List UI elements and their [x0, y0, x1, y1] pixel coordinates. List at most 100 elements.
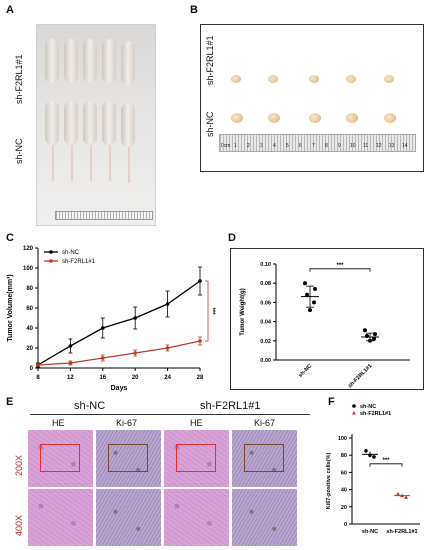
panel-b-group-bottom-label: sh-NC: [205, 111, 215, 137]
panel-b-group-top-label: sh-F2RL1#1: [205, 35, 215, 85]
ruler-tick: 10: [350, 143, 356, 149]
y-tick-label: 100: [338, 436, 347, 442]
x-tick-label: 16: [99, 375, 106, 381]
data-point: [101, 356, 105, 360]
significance-bracket: [205, 280, 209, 342]
data-point: [198, 339, 202, 343]
ruler-tick: 13: [389, 143, 395, 149]
ruler-tick: 1: [234, 143, 237, 149]
y-tick-label: 0: [344, 522, 347, 528]
panel-label-e: E: [6, 396, 14, 408]
y-tick-label: 60: [341, 470, 347, 476]
data-point: [364, 449, 368, 453]
panel-label-f: F: [328, 396, 335, 408]
tumor-volume-chart: 8 12 16 20 24 28 0 20 40 60 80 100 120 Days Tumor Volu…: [7, 246, 215, 392]
stain-label-he-2: HE: [190, 418, 203, 428]
data-point: [373, 332, 377, 337]
x-category-label: sh-NC: [298, 363, 314, 379]
tumor-weight-chart: 0.00 0.02 0.04 0.06 0.08 0.10 Tumor Weight(g) s…: [240, 262, 410, 388]
stain-label-ki67-2: Ki-67: [254, 418, 276, 428]
data-point: [133, 351, 137, 355]
y-axis-title: Tumor Weight(g): [240, 288, 246, 335]
y-tick-label: 40: [26, 326, 33, 332]
data-point: [372, 336, 376, 341]
y-tick-label: 0: [30, 366, 34, 372]
mice-photo: [36, 24, 156, 226]
ruler-tick: 3: [260, 143, 263, 149]
y-tick-label: 80: [26, 286, 33, 292]
stain-label-he-1: HE: [52, 418, 65, 428]
x-tick-label: 24: [164, 375, 171, 381]
y-tick-label: 80: [341, 453, 347, 459]
data-point: [165, 302, 170, 306]
panel-label-b: B: [190, 4, 198, 16]
panel-a-group-top-label: sh-F2RL1#1: [14, 54, 24, 104]
data-point: [68, 361, 73, 365]
data-point: [68, 344, 73, 348]
y-tick-label: 0.08: [260, 281, 271, 287]
ruler-tick: 4: [273, 143, 276, 149]
data-point: [396, 491, 400, 496]
micrograph-f2rl1-ki67-200x: [232, 430, 297, 487]
x-tick-label: 12: [67, 375, 74, 381]
y-tick-label: 100: [23, 266, 34, 272]
y-tick-label: 40: [341, 488, 347, 494]
panel-a-group-bottom-label: sh-NC: [14, 138, 24, 164]
legend-marker: [49, 250, 53, 254]
ruler-unit: 0cm: [221, 143, 231, 149]
legend-label: sh-NC: [360, 404, 376, 410]
mice-ruler: [55, 211, 153, 220]
ruler-tick: 8: [325, 143, 328, 149]
y-tick-label: 20: [341, 505, 347, 511]
ihc-group-right-label: sh-F2RL1#1: [200, 400, 261, 412]
significance-label: ***: [336, 263, 344, 269]
significance-bracket: [309, 268, 371, 272]
y-axis-title: Tumor Volume(mm³): [7, 274, 14, 341]
ruler-tick: 9: [338, 143, 341, 149]
x-tick-label: 20: [132, 375, 139, 381]
mag-label-400x: 400X: [14, 514, 24, 536]
legend-marker: [352, 411, 356, 415]
ihc-group-left-label: sh-NC: [74, 400, 106, 412]
micrograph-nc-he-400x: [28, 489, 93, 546]
data-point: [198, 279, 202, 283]
micrograph-nc-he-200x: [28, 430, 93, 487]
y-tick-label: 0.00: [260, 358, 271, 364]
data-point: [101, 326, 105, 330]
ruler-tick: 6: [299, 143, 302, 149]
panel-label-c: C: [6, 232, 14, 244]
data-point: [363, 328, 367, 333]
legend-label: sh-F2RL1#1: [360, 411, 391, 417]
tumor-weight-frame: [230, 248, 424, 390]
ruler-tick: 12: [376, 143, 382, 149]
data-point: [133, 316, 137, 320]
x-tick-label: 8: [36, 375, 40, 381]
data-point: [404, 495, 408, 499]
data-point: [313, 286, 317, 291]
micrograph-nc-ki67-200x: [96, 430, 161, 487]
series-line-1: [37, 280, 201, 366]
data-point: [308, 308, 312, 313]
tumor-ruler: 0cm 1 2 3 4 5 6 7 8 9 10 11 12 13 14: [219, 134, 416, 152]
ruler-tick: 14: [402, 143, 408, 149]
legend-label: sh-F2RL1#1: [62, 259, 96, 265]
legend-marker: [49, 259, 53, 263]
data-point: [305, 292, 309, 297]
y-tick-label: 0.04: [260, 320, 272, 326]
x-category-label: sh-F2RL1#1: [347, 363, 373, 388]
tumor-photo: sh-F2RL1#1 sh-NC 0cm 1 2 3 4 5 6 7 8 9 1…: [200, 24, 424, 172]
ruler-tick: 7: [312, 143, 315, 149]
micrograph-f2rl1-he-200x: [164, 430, 229, 487]
x-axis-title: Days: [111, 385, 128, 392]
significance-bracket: [369, 463, 403, 467]
mag-label-200x: 200X: [14, 454, 24, 476]
x-category-label: sh-F2RL1#1: [386, 529, 417, 535]
y-tick-label: 0.02: [260, 339, 271, 345]
micrograph-f2rl1-he-400x: [164, 489, 229, 546]
data-point: [312, 300, 316, 305]
series-line-2: [37, 340, 201, 366]
data-point: [165, 346, 170, 350]
y-tick-label: 0.10: [260, 262, 271, 268]
y-axis-title: Ki67-positive cells(%): [326, 453, 332, 510]
